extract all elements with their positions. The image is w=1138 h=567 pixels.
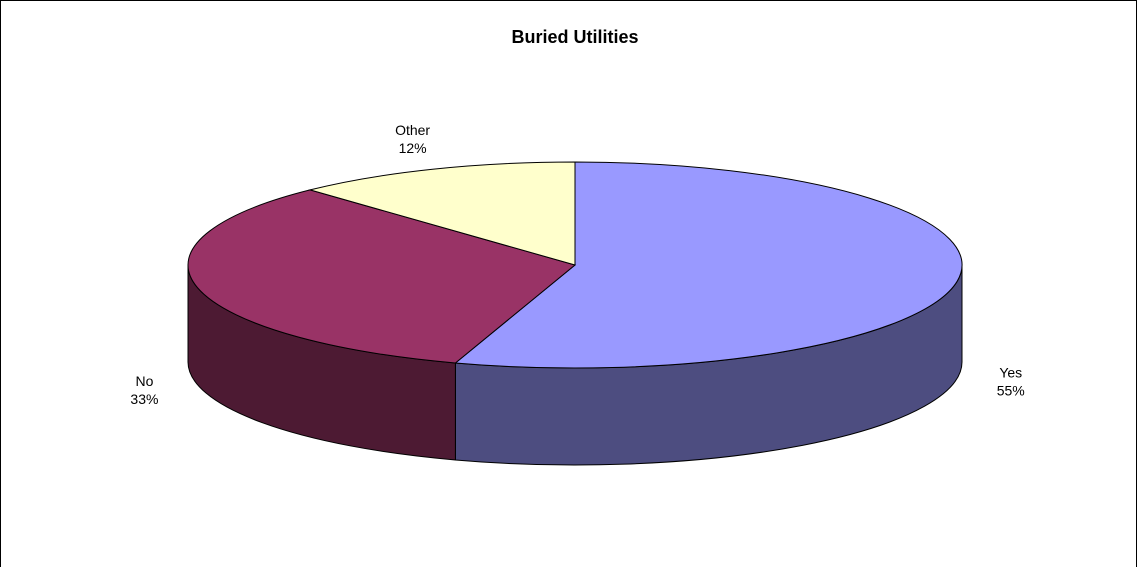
slice: [308, 161, 576, 266]
chart-title: Buried Utilities: [511, 27, 638, 47]
slice-label-value: 33%: [130, 391, 158, 407]
slice-label-name: Other: [395, 122, 430, 138]
slice-label-name: No: [135, 373, 153, 389]
slice-label-value: 55%: [997, 383, 1025, 399]
slice-label-value: 12%: [399, 140, 427, 156]
slice-label-name: Yes: [999, 365, 1022, 381]
slice: [454, 161, 963, 369]
slice: [187, 189, 577, 364]
